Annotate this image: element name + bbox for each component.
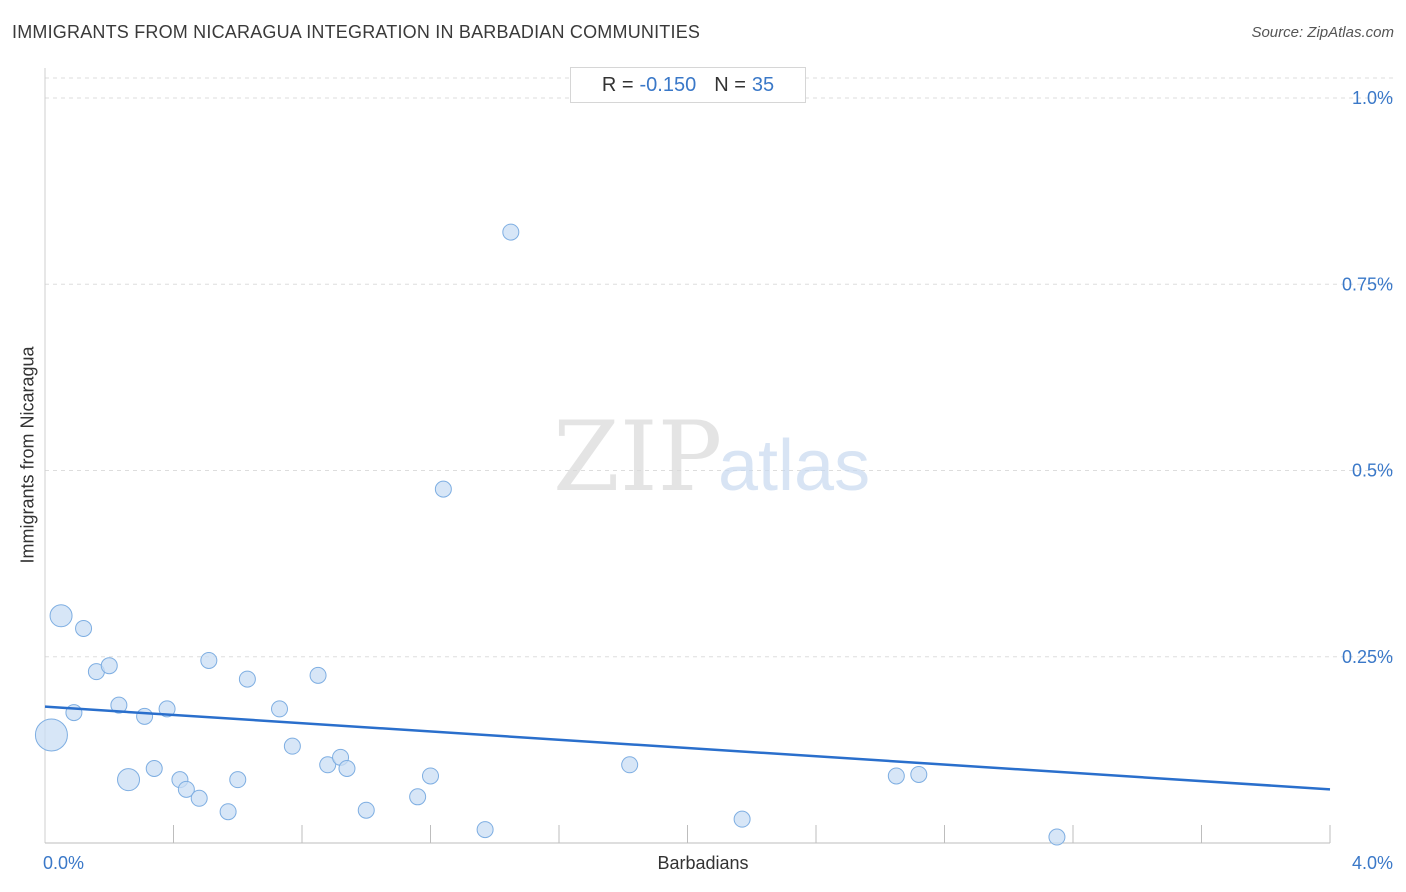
data-point-17 [238, 670, 256, 688]
data-point-30 [621, 756, 639, 774]
data-point-21 [319, 756, 337, 774]
trend-line [44, 705, 1331, 791]
data-point-23 [338, 760, 356, 777]
data-point-34 [1048, 828, 1066, 846]
data-point-5 [100, 657, 118, 675]
x-axis-label: Barbadians [657, 853, 749, 873]
data-point-12 [177, 780, 195, 798]
data-point-1 [49, 604, 73, 628]
data-point-31 [733, 810, 751, 828]
n-label: N = [714, 73, 746, 96]
data-point-6 [110, 696, 128, 714]
data-point-15 [219, 803, 237, 821]
chart-title: IMMIGRANTS FROM NICARAGUA INTEGRATION IN… [12, 22, 701, 42]
stats-box: R = -0.150 N = 35 [570, 67, 806, 103]
data-point-26 [422, 767, 439, 785]
y-tick-label-3: 1.0% [1352, 88, 1393, 108]
r-label: R = [601, 73, 634, 96]
y-tick-label-1: 0.5% [1352, 461, 1393, 481]
chart-source: Source: ZipAtlas.com [1251, 24, 1394, 41]
data-point-7 [117, 768, 141, 792]
data-point-10 [158, 700, 176, 718]
data-point-27 [434, 480, 452, 498]
data-point-32 [887, 767, 905, 785]
data-point-9 [145, 760, 163, 777]
x-tick-label-0: 0.0% [43, 853, 84, 873]
data-point-18 [271, 700, 289, 718]
data-point-3 [75, 619, 93, 637]
y-axis-label: Immigrants from Nicaragua [17, 346, 38, 564]
data-point-20 [309, 666, 327, 684]
data-point-0 [34, 718, 68, 752]
data-point-16 [229, 771, 247, 789]
r-value: -0.150 [639, 73, 697, 96]
watermark-zip: ZIP [553, 401, 722, 513]
n-value: 35 [751, 73, 775, 96]
data-point-13 [190, 789, 208, 807]
data-point-8 [136, 707, 154, 725]
watermark-atlas: atlas [718, 426, 870, 506]
data-point-33 [910, 765, 928, 783]
data-point-24 [357, 801, 375, 819]
y-tick-label-2: 0.75% [1342, 274, 1393, 294]
y-tick-label-0: 0.25% [1342, 647, 1393, 667]
data-point-19 [283, 737, 301, 755]
data-point-14 [200, 651, 218, 669]
data-point-29 [502, 223, 520, 241]
x-tick-label-1: 4.0% [1352, 853, 1393, 873]
data-point-28 [476, 821, 494, 839]
data-point-25 [409, 788, 427, 806]
